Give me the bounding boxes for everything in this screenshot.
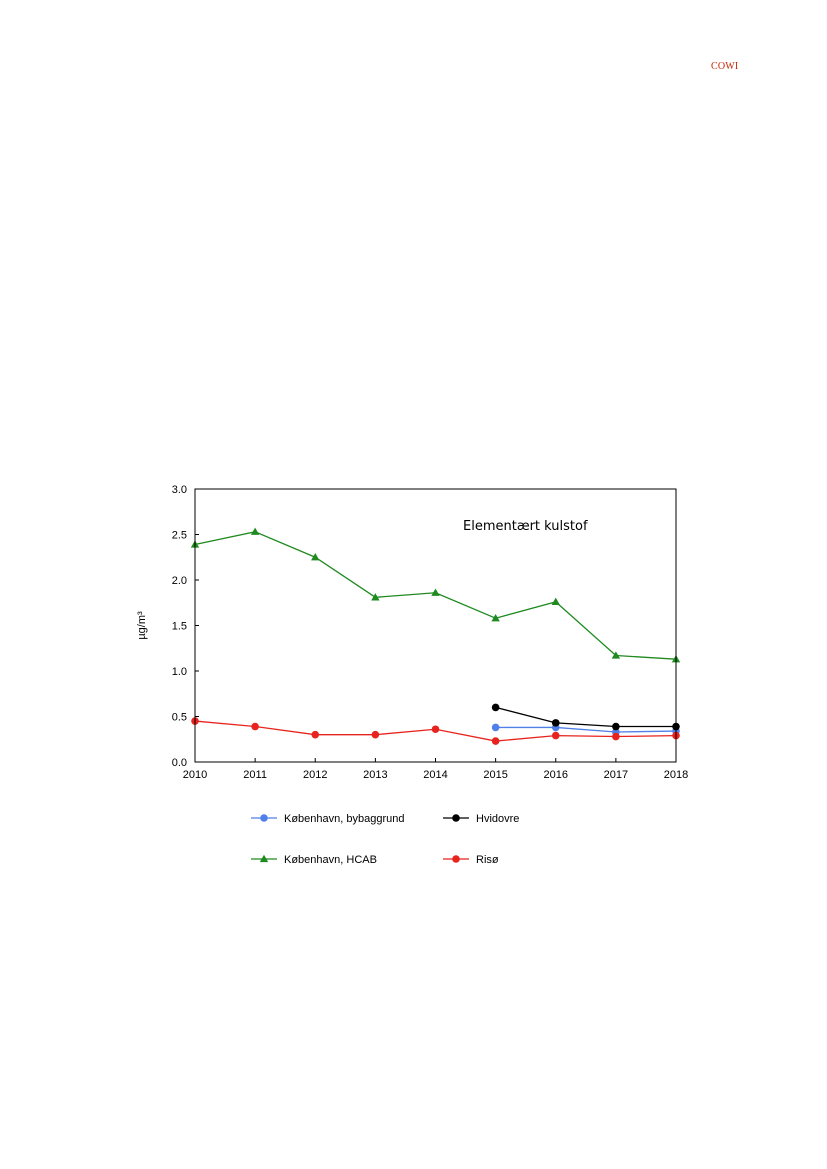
x-tick-label: 2015 — [483, 769, 507, 781]
plot-area-frame — [194, 488, 677, 763]
series-line — [495, 706, 676, 728]
data-point — [491, 737, 500, 745]
data-point — [551, 719, 560, 727]
y-tick-label: 3.0 — [172, 484, 187, 496]
data-point — [612, 722, 620, 731]
y-tick-label: 1.5 — [172, 621, 187, 633]
series-line — [495, 726, 677, 733]
x-tick-label: 2013 — [363, 769, 387, 781]
data-point — [551, 731, 560, 740]
y-tick-label: 2.5 — [172, 530, 187, 542]
data-point — [431, 588, 440, 596]
data-point — [311, 553, 320, 561]
legend-label: Hvidovre — [476, 813, 519, 825]
legend-item: Risø — [443, 854, 499, 866]
data-point — [491, 723, 500, 732]
y-tick-label: 0.0 — [172, 757, 187, 769]
series-0 — [491, 723, 680, 736]
legend-swatch-marker — [260, 814, 268, 822]
legend-swatch-marker — [452, 855, 460, 863]
series-2 — [190, 527, 681, 663]
x-tick-label: 2012 — [303, 769, 327, 781]
series-1 — [491, 703, 680, 731]
data-point — [551, 597, 560, 605]
data-point — [371, 730, 380, 739]
x-tick-label: 2011 — [243, 769, 267, 781]
x-tick-label: 2010 — [183, 769, 207, 781]
legend-item: København, HCAB — [251, 854, 377, 866]
legend-label: København, HCAB — [284, 854, 377, 866]
legend-label: Risø — [476, 854, 499, 866]
chart-annotation: Elementært kulstof — [463, 519, 588, 534]
series-layer — [190, 527, 681, 745]
legend-item: København, bybaggrund — [251, 813, 404, 825]
y-tick-label: 0.5 — [172, 712, 187, 724]
data-point — [371, 593, 380, 601]
legend: København, bybaggrund Hvidovre København, … — [251, 813, 519, 866]
axis-ticks: 0.0 0.5 1.0 1.5 2.0 2.5 3.0 2010 2011 2012 2013 201… — [172, 484, 689, 781]
data-point — [612, 732, 620, 741]
x-tick-label: 2018 — [664, 769, 688, 781]
data-point — [611, 651, 621, 659]
y-tick-label: 2.0 — [172, 575, 187, 587]
y-tick-label: 1.0 — [172, 666, 187, 678]
x-tick-label: 2017 — [604, 769, 628, 781]
legend-label: København, bybaggrund — [284, 813, 404, 825]
x-tick-label: 2016 — [544, 769, 568, 781]
data-point — [250, 527, 260, 535]
data-point — [311, 730, 320, 739]
legend-item: Hvidovre — [443, 813, 519, 825]
x-tick-label: 2014 — [423, 769, 447, 781]
data-point — [251, 722, 259, 731]
data-point — [491, 703, 500, 712]
legend-swatch-marker — [259, 854, 269, 863]
data-point — [431, 725, 440, 734]
y-axis-label: µg/m³ — [136, 611, 148, 640]
legend-swatch-marker — [452, 814, 460, 822]
company-logo: COWI — [711, 61, 739, 72]
data-point — [491, 614, 500, 622]
